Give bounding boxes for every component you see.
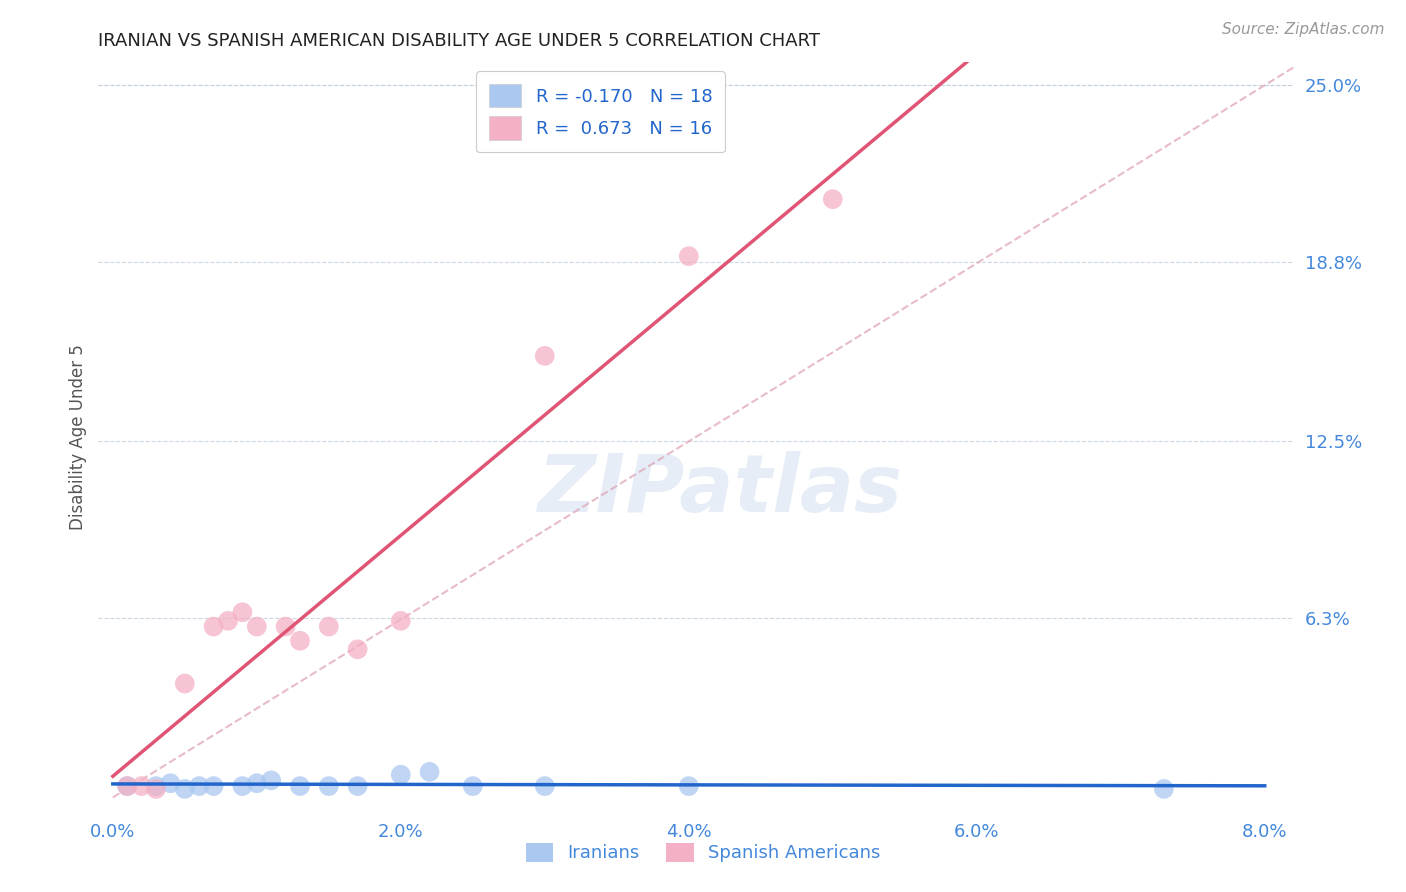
Y-axis label: Disability Age Under 5: Disability Age Under 5: [69, 344, 87, 530]
Point: [461, 779, 484, 793]
Point: [202, 619, 225, 633]
Point: [346, 779, 368, 793]
Point: [173, 781, 195, 796]
Point: [159, 776, 181, 790]
Point: [821, 192, 844, 206]
Text: Source: ZipAtlas.com: Source: ZipAtlas.com: [1222, 22, 1385, 37]
Point: [318, 779, 340, 793]
Legend: R = -0.170   N = 18, R =  0.673   N = 16: R = -0.170 N = 18, R = 0.673 N = 16: [477, 71, 724, 153]
Point: [231, 779, 253, 793]
Point: [288, 633, 311, 648]
Point: [533, 779, 555, 793]
Point: [419, 764, 441, 779]
Point: [678, 779, 700, 793]
Text: IRANIAN VS SPANISH AMERICAN DISABILITY AGE UNDER 5 CORRELATION CHART: IRANIAN VS SPANISH AMERICAN DISABILITY A…: [98, 32, 821, 50]
Point: [288, 779, 311, 793]
Point: [533, 349, 555, 363]
Point: [274, 619, 297, 633]
Point: [188, 779, 211, 793]
Point: [202, 779, 225, 793]
Point: [389, 614, 412, 628]
Point: [246, 776, 269, 790]
Point: [1153, 781, 1175, 796]
Text: ZIPatlas: ZIPatlas: [537, 450, 903, 529]
Point: [173, 676, 195, 690]
Point: [678, 249, 700, 263]
Point: [260, 773, 283, 788]
Point: [115, 779, 138, 793]
Point: [246, 619, 269, 633]
Point: [145, 779, 167, 793]
Point: [115, 779, 138, 793]
Point: [231, 605, 253, 619]
Legend: Iranians, Spanish Americans: Iranians, Spanish Americans: [519, 836, 887, 870]
Point: [389, 767, 412, 781]
Point: [318, 619, 340, 633]
Point: [217, 614, 239, 628]
Point: [131, 779, 153, 793]
Point: [145, 781, 167, 796]
Point: [346, 642, 368, 657]
